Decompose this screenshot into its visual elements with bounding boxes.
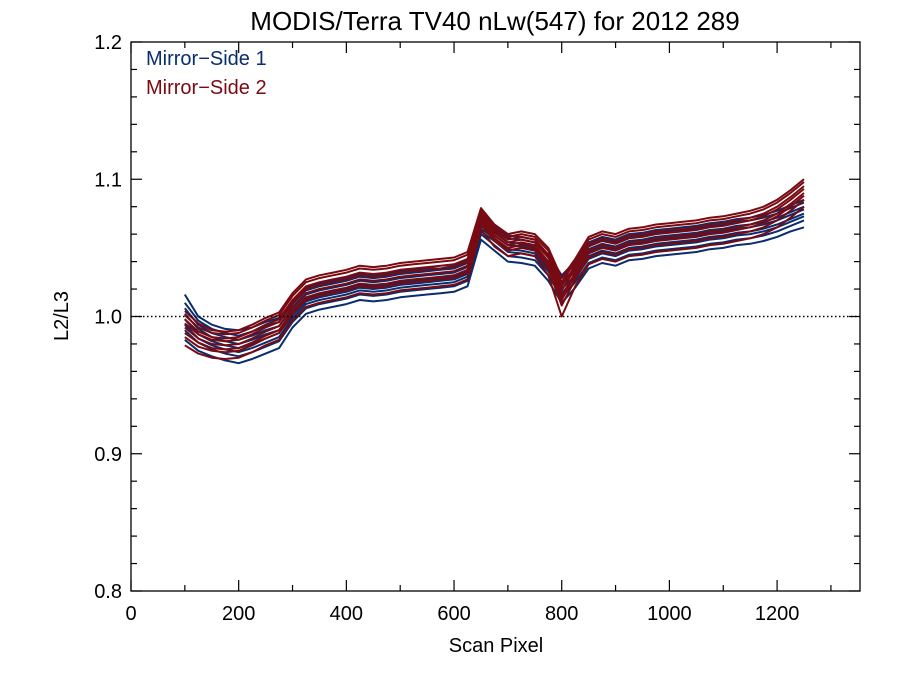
series-line-16: [184, 188, 805, 343]
y-axis-label: L2/L3: [51, 291, 73, 341]
y-tick-label: 1.2: [94, 32, 122, 54]
y-tick-label: 1.1: [94, 169, 122, 191]
series-line-9: [184, 178, 805, 333]
series-line-11: [184, 192, 805, 347]
legend-entry-mirror-side-1: Mirror−Side 1: [146, 48, 267, 70]
series-layer: [183, 178, 805, 365]
y-tick-label: 0.9: [94, 444, 122, 466]
x-tick-label: 1200: [755, 603, 800, 625]
series-line-5: [184, 226, 805, 365]
y-tick-label: 0.8: [94, 581, 122, 603]
y-tick-label: 1.0: [94, 307, 122, 329]
legend-entry-mirror-side-2: Mirror−Side 2: [146, 77, 267, 99]
chart-title: MODIS/Terra TV40 nLw(547) for 2012 289: [250, 6, 739, 36]
series-line-14: [184, 181, 805, 336]
x-tick-label: 0: [125, 603, 136, 625]
x-tick-label: 600: [437, 603, 470, 625]
series-line-10: [184, 185, 805, 340]
series-line-15: [184, 194, 805, 351]
series-line-12: [184, 199, 805, 354]
x-tick-label: 1000: [647, 603, 692, 625]
x-tick-label: 200: [222, 603, 255, 625]
series-line-13: [184, 205, 805, 360]
x-tick-label: 800: [545, 603, 578, 625]
axis-ticks: [130, 41, 860, 592]
axis-tick-labels: 0 200 400 600 800 1000 1200 0.8 0.9 1.0 1.1 1.2: [94, 32, 799, 625]
x-axis-label: Scan Pixel: [449, 635, 544, 657]
x-tick-label: 400: [330, 603, 363, 625]
